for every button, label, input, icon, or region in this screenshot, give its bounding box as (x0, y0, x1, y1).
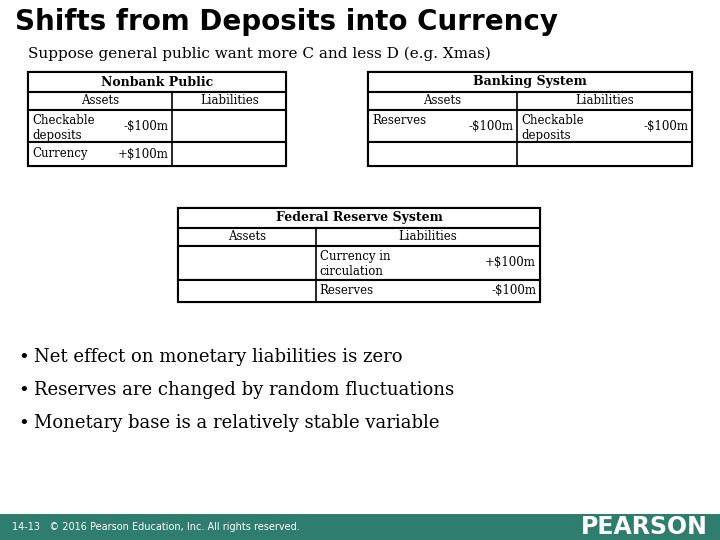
Text: Assets: Assets (423, 94, 462, 107)
Bar (178, 208, 540, 228)
Text: Suppose general public want more C and less D (e.g. Xmas): Suppose general public want more C and l… (28, 47, 491, 62)
Text: Net effect on monetary liabilities is zero: Net effect on monetary liabilities is ze… (34, 348, 402, 366)
Text: Reserves: Reserves (320, 285, 374, 298)
Text: -$100m: -$100m (491, 285, 536, 298)
Text: -$100m: -$100m (124, 119, 168, 132)
Bar (28, 92, 286, 110)
Bar (368, 72, 692, 92)
Text: Liabilities: Liabilities (575, 94, 634, 107)
Text: Liabilities: Liabilities (200, 94, 258, 107)
Text: +$100m: +$100m (485, 256, 536, 269)
Text: Assets: Assets (228, 231, 266, 244)
Bar (368, 72, 692, 166)
Text: Banking System: Banking System (473, 76, 587, 89)
Text: Federal Reserve System: Federal Reserve System (276, 212, 442, 225)
Text: Nonbank Public: Nonbank Public (101, 76, 213, 89)
Text: Monetary base is a relatively stable variable: Monetary base is a relatively stable var… (34, 414, 439, 432)
Bar (178, 208, 540, 302)
Text: Assets: Assets (81, 94, 120, 107)
Bar (178, 228, 540, 246)
Text: PEARSON: PEARSON (581, 515, 708, 539)
Text: Reserves: Reserves (372, 114, 426, 127)
Bar (28, 72, 286, 166)
Bar (28, 72, 286, 92)
Text: Currency: Currency (32, 147, 88, 160)
Bar (368, 142, 692, 166)
Bar (368, 92, 692, 110)
Text: -$100m: -$100m (468, 119, 513, 132)
Bar (178, 246, 540, 280)
Text: Checkable
deposits: Checkable deposits (521, 114, 584, 142)
Text: Currency in
circulation: Currency in circulation (320, 250, 390, 278)
Text: •: • (18, 414, 29, 432)
Text: 14-13   © 2016 Pearson Education, Inc. All rights reserved.: 14-13 © 2016 Pearson Education, Inc. All… (12, 522, 300, 532)
Text: Liabilities: Liabilities (398, 231, 457, 244)
Text: •: • (18, 381, 29, 399)
Text: -$100m: -$100m (643, 119, 688, 132)
Bar (28, 110, 286, 142)
Text: Reserves are changed by random fluctuations: Reserves are changed by random fluctuati… (34, 381, 454, 399)
Bar (28, 142, 286, 166)
Text: •: • (18, 348, 29, 366)
Bar (368, 110, 692, 142)
Text: Checkable
deposits: Checkable deposits (32, 114, 94, 142)
Bar (0, 514, 720, 540)
Text: +$100m: +$100m (117, 147, 168, 160)
Bar (178, 280, 540, 302)
Text: Shifts from Deposits into Currency: Shifts from Deposits into Currency (15, 8, 558, 36)
